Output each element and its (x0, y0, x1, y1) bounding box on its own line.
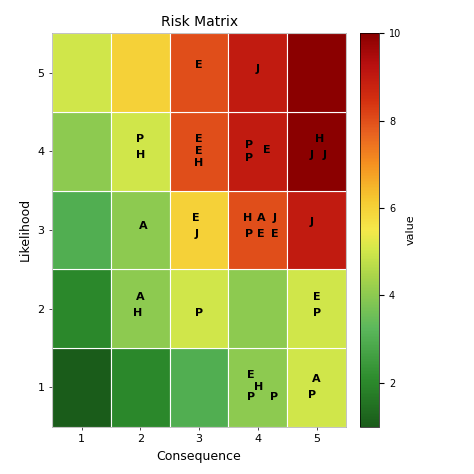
Bar (287, 348, 346, 427)
Text: E: E (313, 292, 320, 302)
Text: J: J (310, 217, 314, 227)
Text: E: E (195, 135, 203, 145)
Text: E: E (247, 371, 255, 381)
Bar (170, 33, 228, 112)
Bar (170, 269, 228, 348)
Text: A: A (256, 213, 265, 223)
Text: P: P (270, 392, 278, 402)
Text: J: J (322, 150, 326, 160)
Title: Risk Matrix: Risk Matrix (161, 15, 237, 29)
Text: J: J (310, 150, 314, 160)
Bar (111, 348, 170, 427)
Text: J: J (256, 64, 260, 73)
Text: E: E (257, 229, 264, 239)
Text: H: H (315, 135, 324, 145)
Text: E: E (263, 145, 271, 155)
Text: P: P (136, 135, 145, 145)
Text: P: P (245, 229, 253, 239)
Text: P: P (245, 140, 253, 150)
Bar (52, 191, 111, 269)
Bar (228, 269, 287, 348)
Text: P: P (308, 390, 316, 400)
Bar (287, 191, 346, 269)
Text: J: J (273, 213, 276, 223)
Text: H: H (243, 213, 252, 223)
Bar (228, 112, 287, 191)
Text: E: E (195, 146, 203, 156)
Text: P: P (245, 153, 253, 163)
Bar (287, 33, 346, 112)
Bar (52, 33, 111, 112)
Y-axis label: Likelihood: Likelihood (19, 198, 32, 262)
Bar (287, 269, 346, 348)
Bar (111, 33, 170, 112)
Bar (111, 191, 170, 269)
Bar (228, 191, 287, 269)
Bar (170, 112, 228, 191)
Text: A: A (312, 374, 321, 384)
Text: P: P (312, 308, 321, 318)
Text: A: A (139, 221, 147, 231)
Text: H: H (136, 150, 145, 160)
Bar (170, 191, 228, 269)
Text: H: H (133, 308, 142, 318)
Text: E: E (195, 60, 203, 70)
Bar (52, 348, 111, 427)
Y-axis label: value: value (405, 215, 415, 245)
Text: E: E (271, 229, 278, 239)
X-axis label: Consequence: Consequence (157, 450, 241, 463)
Bar (170, 348, 228, 427)
Text: H: H (255, 382, 264, 392)
Bar (228, 33, 287, 112)
Bar (228, 348, 287, 427)
Bar (52, 269, 111, 348)
Text: J: J (194, 229, 198, 239)
Bar (287, 112, 346, 191)
Bar (111, 269, 170, 348)
Text: E: E (192, 213, 200, 223)
Bar (111, 112, 170, 191)
Text: H: H (194, 158, 204, 168)
Bar (52, 112, 111, 191)
Text: P: P (247, 392, 255, 402)
Text: P: P (195, 308, 203, 318)
Text: A: A (136, 292, 145, 302)
